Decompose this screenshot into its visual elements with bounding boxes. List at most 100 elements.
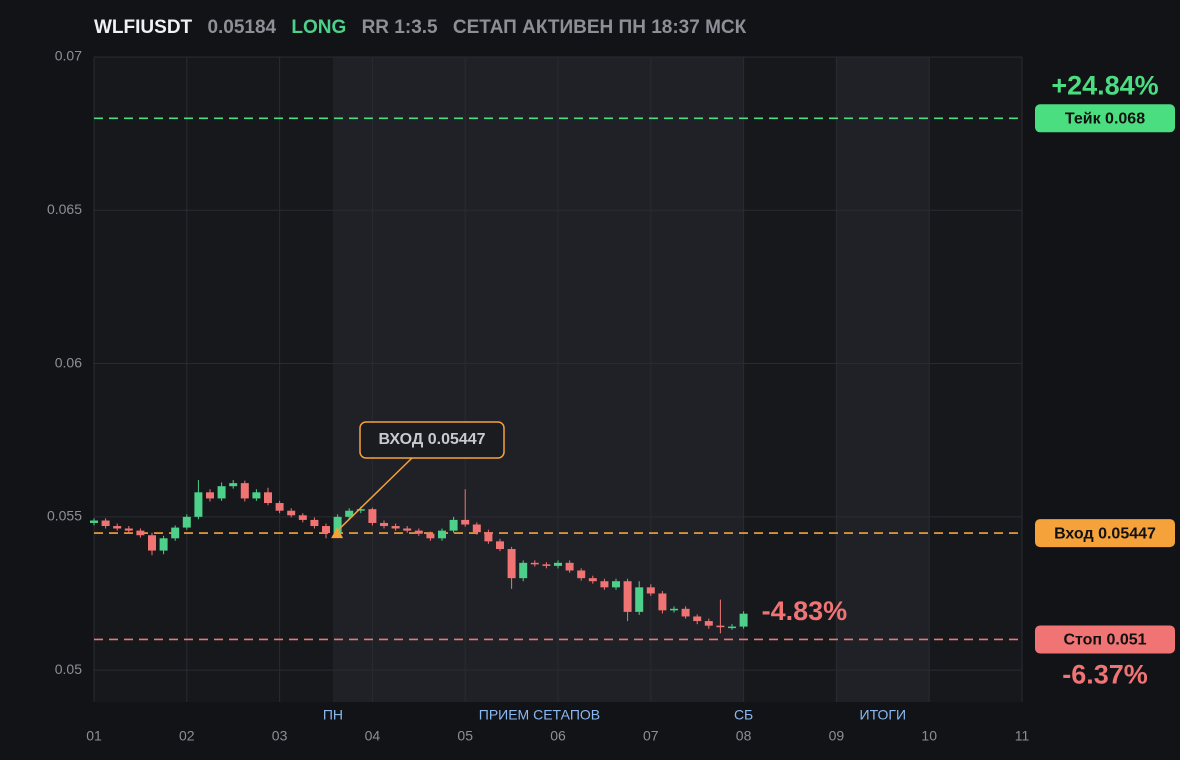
header: WLFIUSDT 0.05184 LONG RR 1:3.5 СЕТАП АКТ… bbox=[94, 17, 747, 38]
candle-body bbox=[113, 526, 122, 529]
session-shade bbox=[836, 57, 930, 702]
candle-body bbox=[275, 503, 284, 511]
session-label: ПН bbox=[323, 707, 343, 723]
candle-body bbox=[728, 626, 736, 629]
candle-body bbox=[588, 578, 597, 582]
candle-body bbox=[414, 530, 423, 534]
candle-body bbox=[565, 562, 574, 571]
candle-body bbox=[646, 587, 655, 594]
x-tick-label: 10 bbox=[921, 728, 937, 744]
candle-body bbox=[693, 616, 702, 622]
y-tick-label: 0.05 bbox=[55, 661, 82, 677]
candle-body bbox=[519, 562, 528, 579]
candle-body bbox=[345, 510, 354, 517]
candle-body bbox=[496, 541, 504, 550]
candle-body bbox=[148, 535, 156, 551]
candle-body bbox=[287, 510, 296, 516]
candle-body bbox=[449, 519, 458, 531]
candle-body bbox=[577, 570, 586, 579]
candle-body bbox=[310, 519, 319, 527]
x-tick-label: 04 bbox=[365, 728, 381, 744]
candle-body bbox=[461, 519, 470, 525]
entry-marker bbox=[331, 527, 344, 539]
candle-body bbox=[739, 613, 748, 627]
x-tick-label: 08 bbox=[736, 728, 752, 744]
level-label: Вход 0.05447 bbox=[1054, 525, 1156, 542]
candle-body bbox=[124, 528, 133, 531]
candle-body bbox=[182, 516, 191, 528]
candle-body bbox=[472, 524, 481, 533]
candle-body bbox=[670, 608, 678, 611]
candle-body bbox=[136, 530, 145, 536]
level-label: Стоп 0.051 bbox=[1063, 632, 1146, 649]
candle-body bbox=[380, 522, 388, 527]
x-tick-label: 01 bbox=[86, 728, 102, 744]
level-label: Тейк 0.068 bbox=[1065, 111, 1145, 128]
level-badge bbox=[1035, 519, 1175, 548]
candle-body bbox=[298, 515, 307, 520]
candle-body bbox=[716, 625, 725, 628]
candle-body bbox=[368, 509, 377, 523]
candle-body bbox=[554, 562, 562, 566]
y-tick-label: 0.06 bbox=[55, 354, 82, 370]
last-change: -4.83% bbox=[762, 596, 848, 626]
x-tick-label: 03 bbox=[272, 728, 288, 744]
y-tick-label: 0.065 bbox=[47, 201, 82, 217]
candle-body bbox=[426, 533, 435, 539]
candle-body bbox=[206, 492, 214, 499]
x-tick-label: 07 bbox=[643, 728, 659, 744]
candle-body bbox=[333, 516, 342, 534]
candle-body bbox=[704, 621, 713, 626]
candle-body bbox=[507, 549, 516, 579]
entry-callout-label: ВХОД 0.05447 bbox=[378, 431, 485, 448]
candle-body bbox=[90, 520, 98, 523]
x-tick-label: 11 bbox=[1015, 728, 1030, 744]
candle-body bbox=[229, 483, 238, 487]
candle-body bbox=[635, 587, 644, 612]
symbol: WLFIUSDT bbox=[94, 17, 193, 38]
candle-body bbox=[322, 526, 330, 534]
candle-body bbox=[542, 564, 551, 566]
candle-body bbox=[438, 530, 446, 539]
session-label: ПРИЕМ СЕТАПОВ bbox=[479, 707, 600, 723]
session-label: СБ bbox=[734, 707, 753, 723]
level-badge bbox=[1035, 625, 1175, 654]
status: СЕТАП АКТИВЕН ПН 18:37 МСК bbox=[453, 17, 747, 38]
candle-body bbox=[171, 527, 180, 539]
y-tick-label: 0.055 bbox=[47, 508, 82, 524]
session-label: ИТОГИ bbox=[860, 707, 907, 723]
candle-body bbox=[240, 483, 249, 499]
y-tick-label: 0.07 bbox=[55, 48, 82, 64]
x-tick-label: 06 bbox=[550, 728, 566, 744]
candle-body bbox=[391, 526, 400, 529]
x-tick-label: 05 bbox=[457, 728, 473, 744]
candle-body bbox=[159, 538, 168, 551]
candle-body bbox=[600, 581, 609, 588]
risk-reward: RR 1:3.5 bbox=[362, 17, 438, 38]
x-tick-label: 09 bbox=[829, 728, 845, 744]
candle-body bbox=[264, 492, 272, 504]
session-shade bbox=[332, 57, 744, 702]
level-badge bbox=[1035, 104, 1175, 133]
last-price: 0.05184 bbox=[207, 17, 276, 38]
candle-body bbox=[356, 509, 365, 511]
entry-pointer bbox=[338, 457, 413, 530]
candle-body bbox=[658, 593, 667, 611]
candle-body bbox=[530, 562, 539, 565]
level-change: +24.84% bbox=[1051, 70, 1158, 100]
level-change: -6.37% bbox=[1062, 660, 1148, 690]
candle-body bbox=[612, 581, 620, 588]
candle-body bbox=[403, 528, 412, 531]
side: LONG bbox=[291, 17, 346, 38]
candle-body bbox=[681, 608, 690, 617]
candle-body bbox=[101, 520, 110, 527]
candle-body bbox=[252, 492, 261, 499]
entry-callout bbox=[359, 421, 505, 459]
candle-body bbox=[623, 581, 632, 612]
candle-body bbox=[217, 486, 226, 499]
candle-body bbox=[484, 532, 493, 542]
candle-body bbox=[194, 492, 203, 517]
x-tick-label: 02 bbox=[179, 728, 195, 744]
